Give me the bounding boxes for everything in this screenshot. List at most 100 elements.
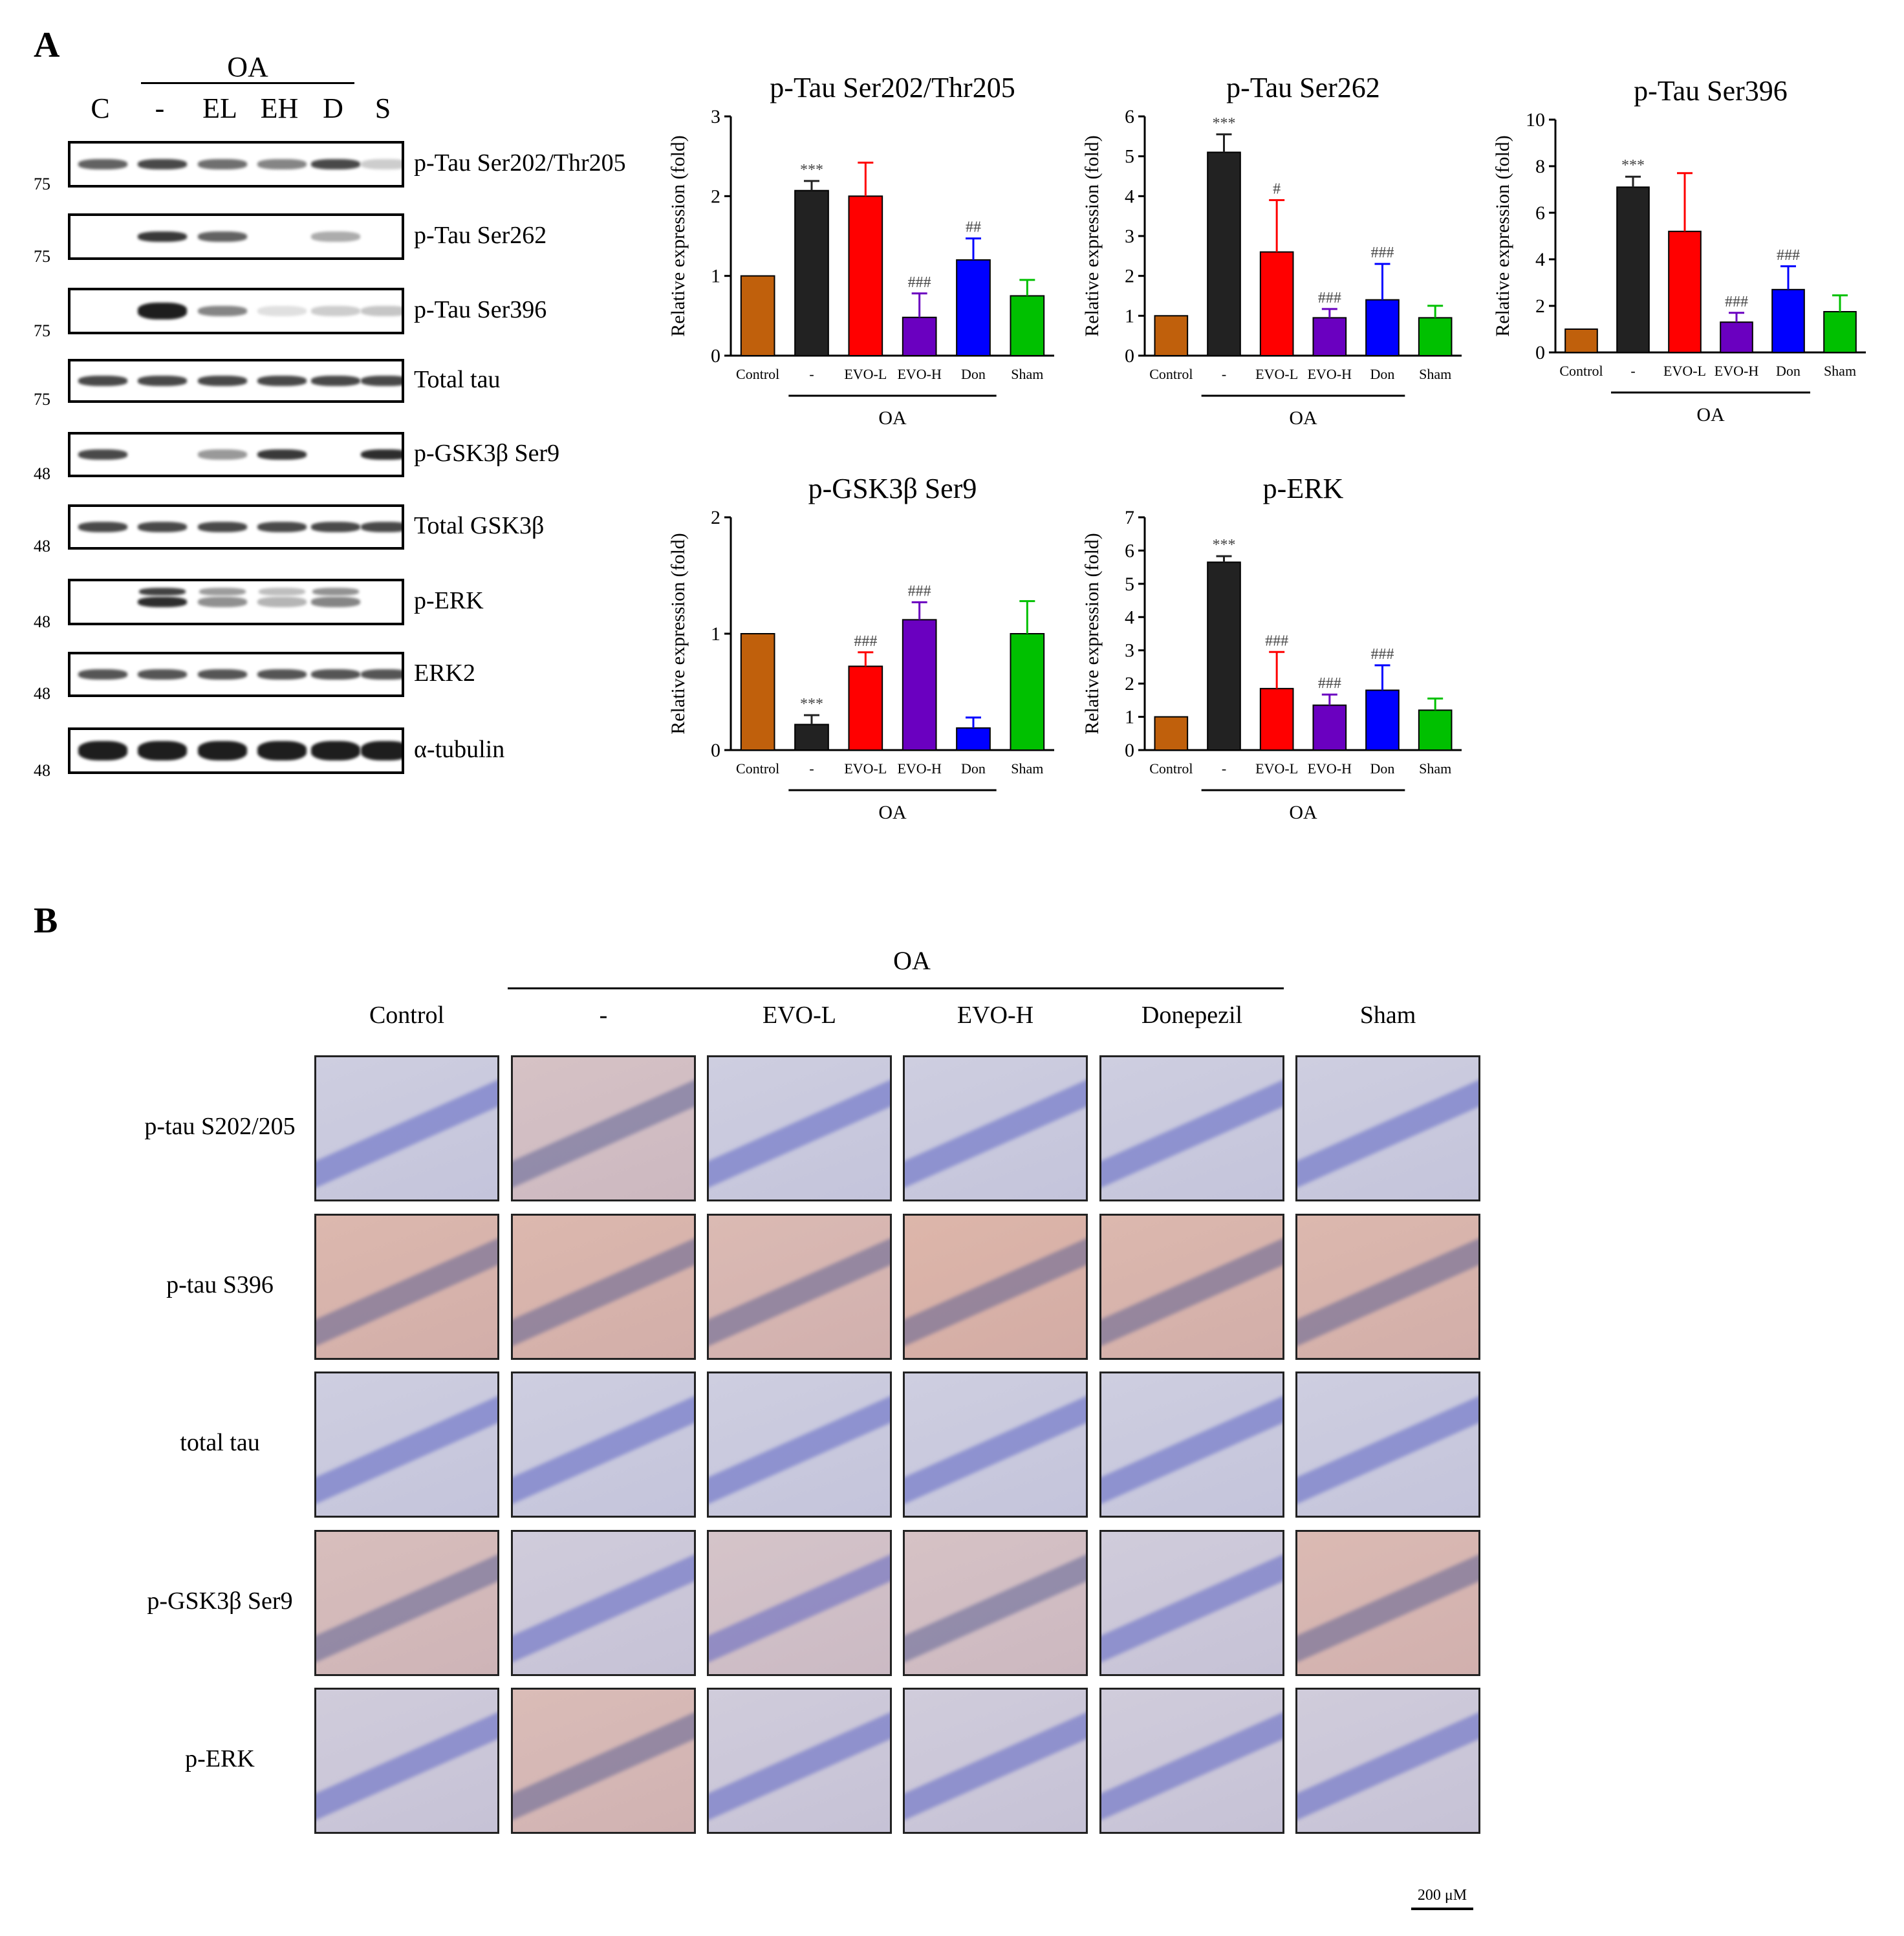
ihc-cell-layer [1101,1228,1282,1351]
bar [848,665,883,751]
panel-label-a: A [34,25,60,65]
ihc-image [1295,1055,1480,1201]
bar [1010,633,1045,751]
significance-annotation: ### [1318,675,1341,692]
x-tick-label: Don [1776,363,1801,379]
wb-blot [68,141,404,188]
wb-band [138,376,187,386]
ihc-cell-layer [905,1702,1086,1825]
y-tick-label: 4 [1125,186,1134,207]
bar [1259,687,1294,751]
wb-band [311,231,360,242]
significance-annotation: ## [966,219,981,236]
wb-blot [68,288,404,334]
ihc-image [903,1055,1088,1201]
wb-band [138,741,187,760]
x-tick-label: EVO-L [1663,363,1706,379]
wb-blot [68,579,404,625]
bar [848,195,883,356]
ihc-cell-layer [1297,1702,1478,1825]
ihc-row-label: p-GSK3β Ser9 [147,1587,293,1615]
x-tick-label: EVO-H [897,366,942,382]
y-tick-label: 10 [1526,109,1545,131]
wb-band [361,376,402,386]
wb-lane-label: D [323,92,343,124]
y-tick-label: 2 [711,507,720,528]
wb-band [257,449,307,460]
x-tick-label: Control [736,760,779,777]
significance-annotation: *** [800,162,823,178]
wb-blot-label: ERK2 [414,660,475,687]
significance-annotation: *** [1213,537,1236,554]
ihc-column-label: EVO-H [957,1002,1034,1029]
bar [1312,317,1347,356]
wb-blot-label: p-ERK [414,587,484,614]
significance-annotation: ### [1371,244,1394,261]
ihc-cell-layer [513,1544,694,1667]
x-tick-label: Sham [1824,363,1856,379]
y-tick-label: 5 [1125,574,1134,595]
significance-annotation: ### [1371,646,1394,663]
wb-blot-label: p-GSK3β Ser9 [414,440,560,467]
significance-annotation: ### [1318,290,1341,307]
bar-chart: p-ERK Relative expression (fold) 0 1 2 3 4 5 6 7 C… [1081,473,1462,823]
wb-band [311,669,360,680]
wb-band [198,231,247,242]
y-tick-label: 4 [1125,607,1134,628]
x-tick-label: Don [961,760,986,777]
wb-band [311,159,360,169]
ihc-cell-layer [316,1386,497,1509]
bar-chart: p-GSK3β Ser9 Relative expression (fold) 0 1… [667,473,1054,823]
bar [740,275,775,356]
significance-annotation: *** [1213,115,1236,132]
x-tick-label: EVO-H [1308,760,1352,777]
x-tick-label: Control [1149,366,1193,382]
wb-band [361,669,402,680]
ihc-image [707,1371,892,1518]
wb-band [257,741,307,760]
bar [1418,317,1453,356]
wb-blot [68,504,404,550]
group-label: OA [1289,802,1317,823]
ihc-column-label: - [599,1002,608,1029]
wb-band [361,306,402,316]
wb-band [78,669,127,680]
ihc-image [314,1055,499,1201]
ihc-cell-layer [709,1544,890,1667]
wb-mw-marker: 48 [34,464,50,483]
bar [1823,311,1857,353]
wb-band [257,597,307,607]
ihc-cell-layer [1101,1070,1282,1192]
wb-blot [68,727,404,774]
ihc-cell-layer [316,1228,497,1351]
ihc-cell-layer [1101,1544,1282,1667]
wb-band [78,449,127,460]
x-tick-label: EVO-H [1715,363,1759,379]
ihc-image [314,1688,499,1834]
bar [902,316,937,356]
ihc-image [1099,1688,1284,1834]
wb-band [257,159,307,169]
wb-lane-label: - [155,92,165,124]
ihc-image [314,1530,499,1676]
x-tick-label: Control [1559,363,1603,379]
ihc-image [1295,1214,1480,1360]
wb-band [257,306,307,316]
wb-blot-label: p-Tau Ser396 [414,296,547,323]
ihc-row-label: total tau [180,1429,260,1456]
ihc-image [1295,1530,1480,1676]
ihc-image [511,1214,696,1360]
ihc-image [314,1214,499,1360]
wb-band-upper [259,588,305,596]
bar-chart: p-Tau Ser262 Relative expression (fold) 0 1… [1081,72,1462,427]
wb-blot-label: Total GSK3β [414,512,545,539]
wb-band [361,741,402,760]
x-tick-label: Control [1149,760,1193,777]
ihc-row-label: p-tau S396 [166,1271,274,1298]
significance-annotation: # [1273,181,1281,198]
wb-band [311,597,360,607]
ihc-cell-layer [1297,1228,1478,1351]
ihc-cell-layer [709,1702,890,1825]
wb-band [138,303,187,319]
wb-mw-marker: 48 [34,684,50,703]
